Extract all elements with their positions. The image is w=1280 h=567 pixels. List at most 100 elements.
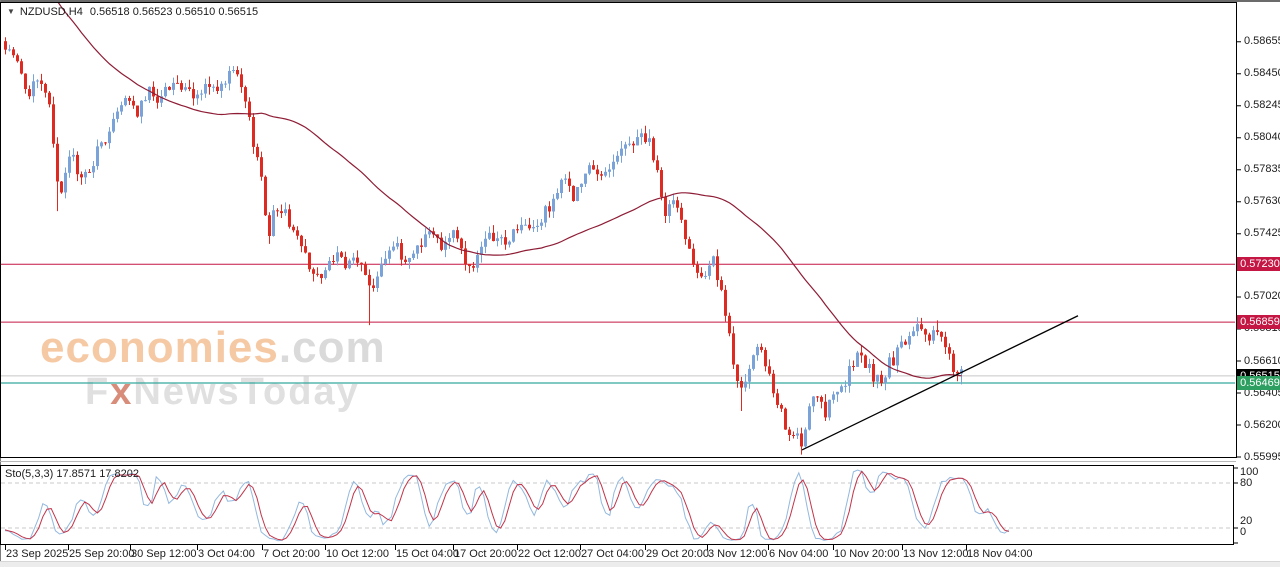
candle-body [24,73,27,90]
candle-body [720,280,723,290]
candle-body [20,61,23,74]
candle-body [820,397,823,402]
candle-body [612,161,615,170]
candle-body [900,341,903,348]
candle-body [684,219,687,240]
candle-body [556,192,559,199]
candle-body [280,211,283,214]
candle-body [312,269,315,274]
stochastic-k-line [4,469,1010,542]
candle-body [924,329,927,335]
candle-body [908,336,911,345]
candle-body [608,169,611,172]
candle-body [32,81,35,97]
candle-body [240,74,243,88]
candle-body [188,87,191,90]
indicator-values: 17.8571 17.8202 [56,468,139,480]
candle-body [648,138,651,143]
candle-body [948,347,951,354]
candle-body [664,196,667,217]
date-tick-label: 6 Nov 04:00 [769,548,829,560]
candle-body [628,143,631,145]
candle-body [224,83,227,85]
candle-body [892,357,895,366]
candle-body [788,429,791,436]
symbol-dropdown-icon[interactable]: ▼ [7,7,15,16]
candle-body [388,250,391,259]
candle-body [144,100,147,102]
candle-body [476,254,479,268]
candle-body [68,156,71,173]
candle-body [564,178,567,180]
watermark-brand: economies [40,323,279,372]
candle-body [792,435,795,437]
candle-body [76,154,79,175]
candle-body [260,157,263,177]
candle-body [748,368,751,382]
candle-body [956,371,959,374]
candle-body [412,253,415,258]
price-level-tag: 0.57230 [1237,257,1280,272]
candle-body [920,324,923,330]
candle-body [936,330,939,332]
candle-body [860,352,863,356]
sto-plot-group [1,469,1232,542]
symbol-quotes: 0.56518 0.56523 0.56510 0.56515 [89,6,259,18]
candle-body [208,84,211,87]
candle-body [220,83,223,91]
price-tick-label: 0.56200 [1244,418,1280,431]
candle-body [688,239,691,249]
candle-body [616,155,619,162]
candle-body [912,331,915,337]
candle-body [676,200,679,208]
candle-body [80,174,83,178]
candle-body [164,86,167,97]
date-tick-label: 27 Oct 04:00 [581,548,644,560]
candle-body [824,401,827,418]
candle-body [544,206,547,223]
sto-tick-label: 0 [1240,526,1247,538]
candle-body [136,105,139,117]
candle-body [496,238,499,242]
candle-body [416,245,419,254]
candle-body [776,393,779,405]
candle-body [516,229,519,231]
candle-body [8,49,11,51]
candle-body [852,366,855,368]
candle-body [4,41,7,50]
window-top-border [0,0,1280,2]
candle-body [160,96,163,103]
candle-body [576,187,579,201]
candle-body [392,246,395,251]
candle-body [928,334,931,341]
candle-body [464,248,467,265]
candle-body [428,231,431,235]
candle-body [192,89,195,99]
candle-body [336,252,339,262]
candle-body [644,133,647,143]
date-tick-label: 3 Oct 04:00 [198,548,255,560]
candle-body [344,256,347,269]
candle-body [284,209,287,214]
ascending-trendline[interactable] [801,315,1079,451]
candle-body [552,198,555,212]
date-tick-label: 30 Sep 12:00 [131,548,197,560]
candle-body [540,222,543,226]
candle-body [692,248,695,265]
candle-body [404,259,407,262]
candle-body [172,82,175,90]
candle-body [596,169,599,175]
candle-body [828,399,831,418]
candle-body [528,224,531,229]
candle-body [204,84,207,94]
candle-body [796,433,799,436]
candle-body [324,270,327,279]
candle-body [292,226,295,231]
candle-body [380,263,383,277]
candle-body [536,225,539,228]
candle-body [328,260,331,271]
candle-body [960,369,963,374]
candle-body [120,105,123,112]
candle-body [100,142,103,147]
